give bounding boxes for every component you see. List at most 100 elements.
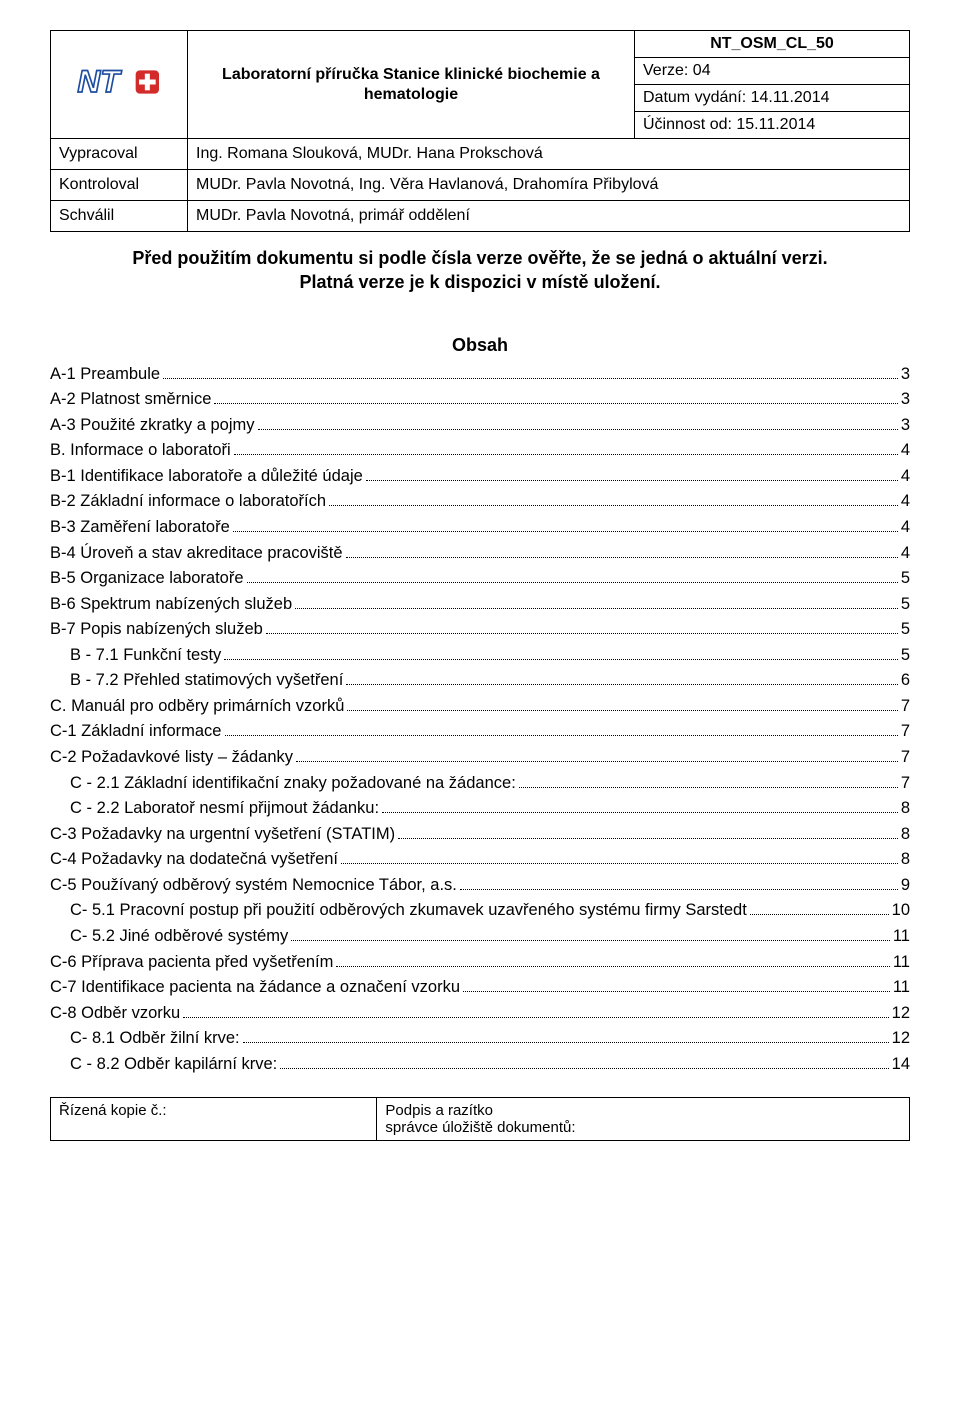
toc-dots bbox=[398, 838, 898, 839]
toc-label: C- 5.1 Pracovní postup při použití odběr… bbox=[70, 898, 747, 924]
toc-page: 4 bbox=[901, 438, 910, 464]
toc-page: 11 bbox=[893, 975, 910, 1001]
toc-dots bbox=[224, 659, 898, 660]
toc-row: A-1 Preambule 3 bbox=[50, 362, 910, 388]
toc-label: B-7 Popis nabízených služeb bbox=[50, 617, 263, 643]
toc-label: C- 5.2 Jiné odběrové systémy bbox=[70, 924, 288, 950]
version: Verze: 04 bbox=[635, 58, 910, 85]
toc-row: B-2 Základní informace o laboratořích 4 bbox=[50, 489, 910, 515]
toc-row: C-6 Příprava pacienta před vyšetřením 11 bbox=[50, 950, 910, 976]
toc-page: 14 bbox=[892, 1052, 910, 1078]
toc-page: 8 bbox=[901, 822, 910, 848]
toc-title: Obsah bbox=[50, 335, 910, 356]
toc-dots bbox=[346, 684, 898, 685]
toc-page: 7 bbox=[901, 719, 910, 745]
toc-dots bbox=[247, 582, 898, 583]
toc-row: B. Informace o laboratoři 4 bbox=[50, 438, 910, 464]
toc-row: B-5 Organizace laboratoře 5 bbox=[50, 566, 910, 592]
toc-page: 5 bbox=[901, 617, 910, 643]
toc-page: 4 bbox=[901, 515, 910, 541]
toc-label: B-1 Identifikace laboratoře a důležité ú… bbox=[50, 464, 363, 490]
toc-row: C- 8.1 Odběr žilní krve: 12 bbox=[50, 1026, 910, 1052]
toc-label: B-2 Základní informace o laboratořích bbox=[50, 489, 326, 515]
row-value: Ing. Romana Slouková, MUDr. Hana Proksch… bbox=[188, 139, 910, 170]
toc-dots bbox=[296, 761, 898, 762]
toc-label: B-5 Organizace laboratoře bbox=[50, 566, 244, 592]
toc-row: C-5 Používaný odběrový systém Nemocnice … bbox=[50, 873, 910, 899]
toc-dots bbox=[347, 710, 897, 711]
toc-dots bbox=[266, 633, 898, 634]
toc-page: 11 bbox=[893, 924, 910, 950]
toc-label: B-6 Spektrum nabízených služeb bbox=[50, 592, 292, 618]
toc-row: C - 2.2 Laboratoř nesmí přijmout žádanku… bbox=[50, 796, 910, 822]
issue-date: Datum vydání: 14.11.2014 bbox=[635, 85, 910, 112]
toc-label: B - 7.2 Přehled statimových vyšetření bbox=[70, 668, 343, 694]
footer-table: Řízená kopie č.: Podpis a razítko správc… bbox=[50, 1097, 910, 1141]
toc-page: 7 bbox=[901, 771, 910, 797]
toc-label: C-6 Příprava pacienta před vyšetřením bbox=[50, 950, 333, 976]
toc-row: B-6 Spektrum nabízených služeb 5 bbox=[50, 592, 910, 618]
toc-row: C - 8.2 Odběr kapilární krve: 14 bbox=[50, 1052, 910, 1078]
toc-row: B - 7.1 Funkční testy 5 bbox=[50, 643, 910, 669]
toc-row: C-7 Identifikace pacienta na žádance a o… bbox=[50, 975, 910, 1001]
toc-page: 7 bbox=[901, 745, 910, 771]
notice-line2: Platná verze je k dispozici v místě ulož… bbox=[50, 270, 910, 294]
row-label: Kontroloval bbox=[51, 170, 188, 201]
toc-label: C-2 Požadavkové listy – žádanky bbox=[50, 745, 293, 771]
toc-dots bbox=[341, 863, 898, 864]
toc-dots bbox=[258, 429, 898, 430]
toc-row: B - 7.2 Přehled statimových vyšetření 6 bbox=[50, 668, 910, 694]
toc-dots bbox=[295, 608, 898, 609]
toc-row: C-1 Základní informace 7 bbox=[50, 719, 910, 745]
toc-dots bbox=[233, 531, 898, 532]
toc-dots bbox=[366, 480, 898, 481]
toc-label: A-3 Použité zkratky a pojmy bbox=[50, 413, 255, 439]
toc-row: B-1 Identifikace laboratoře a důležité ú… bbox=[50, 464, 910, 490]
toc-page: 8 bbox=[901, 847, 910, 873]
svg-text:NT: NT bbox=[77, 63, 122, 99]
toc-row: A-3 Použité zkratky a pojmy 3 bbox=[50, 413, 910, 439]
toc-dots bbox=[183, 1017, 888, 1018]
toc-dots bbox=[329, 505, 898, 506]
effective-date: Účinnost od: 15.11.2014 bbox=[635, 112, 910, 139]
toc-row: A-2 Platnost směrnice 3 bbox=[50, 387, 910, 413]
row-value: MUDr. Pavla Novotná, primář oddělení bbox=[188, 201, 910, 232]
toc-label: C-8 Odběr vzorku bbox=[50, 1001, 180, 1027]
toc-row: C. Manuál pro odběry primárních vzorků 7 bbox=[50, 694, 910, 720]
toc-dots bbox=[234, 454, 898, 455]
toc-page: 4 bbox=[901, 541, 910, 567]
toc-page: 12 bbox=[892, 1001, 910, 1027]
header-table: NT Laboratorní příručka Stanice klinické… bbox=[50, 30, 910, 232]
toc-row: B-4 Úroveň a stav akreditace pracoviště … bbox=[50, 541, 910, 567]
toc-label: B. Informace o laboratoři bbox=[50, 438, 231, 464]
toc-page: 6 bbox=[901, 668, 910, 694]
toc-page: 10 bbox=[892, 898, 910, 924]
toc-page: 3 bbox=[901, 413, 910, 439]
toc-dots bbox=[382, 812, 898, 813]
toc-label: B-4 Úroveň a stav akreditace pracoviště bbox=[50, 541, 343, 567]
toc-label: B - 7.1 Funkční testy bbox=[70, 643, 221, 669]
page: NT Laboratorní příručka Stanice klinické… bbox=[0, 0, 960, 1171]
toc-dots bbox=[346, 557, 898, 558]
toc: A-1 Preambule 3A-2 Platnost směrnice 3A-… bbox=[50, 362, 910, 1078]
toc-row: C-4 Požadavky na dodatečná vyšetření 8 bbox=[50, 847, 910, 873]
toc-row: C- 5.2 Jiné odběrové systémy 11 bbox=[50, 924, 910, 950]
toc-label: A-2 Platnost směrnice bbox=[50, 387, 211, 413]
toc-dots bbox=[280, 1068, 888, 1069]
toc-page: 5 bbox=[901, 643, 910, 669]
toc-dots bbox=[460, 889, 898, 890]
toc-label: C-7 Identifikace pacienta na žádance a o… bbox=[50, 975, 460, 1001]
toc-label: C - 2.2 Laboratoř nesmí přijmout žádanku… bbox=[70, 796, 379, 822]
toc-page: 9 bbox=[901, 873, 910, 899]
toc-page: 5 bbox=[901, 566, 910, 592]
toc-label: C-5 Používaný odběrový systém Nemocnice … bbox=[50, 873, 457, 899]
toc-dots bbox=[519, 787, 898, 788]
toc-label: B-3 Zaměření laboratoře bbox=[50, 515, 230, 541]
toc-dots bbox=[750, 914, 889, 915]
toc-dots bbox=[214, 403, 897, 404]
toc-label: A-1 Preambule bbox=[50, 362, 160, 388]
toc-label: C-1 Základní informace bbox=[50, 719, 222, 745]
toc-label: C-4 Požadavky na dodatečná vyšetření bbox=[50, 847, 338, 873]
row-label: Schválil bbox=[51, 201, 188, 232]
toc-page: 8 bbox=[901, 796, 910, 822]
